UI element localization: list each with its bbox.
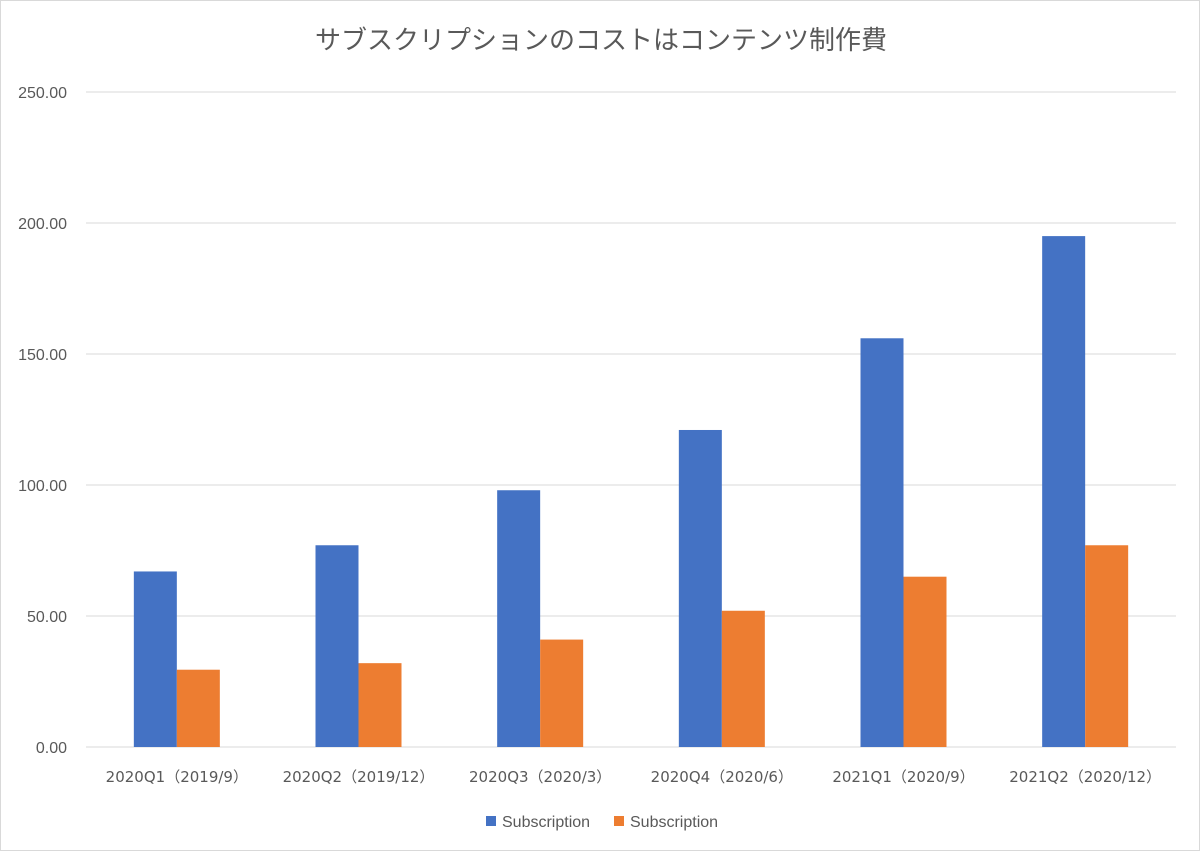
x-category-label: 2020Q4（2020/6） [651, 768, 793, 786]
bar-series1-2 [315, 545, 359, 747]
legend-swatch-series2 [614, 816, 624, 826]
legend-label-series2: Subscription [630, 814, 718, 831]
y-axis-tick-labels: 0.00 50.00 100.00 150.00 200.00 250.00 [18, 85, 67, 757]
x-category-label: 2020Q1（2019/9） [106, 768, 248, 786]
bar-series2-1 [176, 669, 220, 747]
bar-series2-2 [358, 663, 402, 747]
chart-title: サブスクリプションのコストはコンテンツ制作費 [315, 26, 887, 56]
bar-series1-4 [678, 429, 722, 747]
y-tick-label: 250.00 [18, 85, 67, 102]
y-tick-label: 100.00 [18, 478, 67, 495]
bar-series1-5 [860, 338, 904, 747]
bar-series1-3 [497, 490, 541, 747]
y-tick-label: 200.00 [18, 216, 67, 233]
x-axis-category-labels: 2020Q1（2019/9） 2020Q2（2019/12） 2020Q3（2020… [106, 768, 1161, 786]
bar-series2-4 [721, 610, 765, 747]
legend-swatch-series1 [486, 816, 496, 826]
y-tick-label: 0.00 [36, 740, 67, 757]
bar-series2-6 [1085, 545, 1129, 747]
y-tick-label: 150.00 [18, 347, 67, 364]
x-category-label: 2021Q1（2020/9） [832, 768, 974, 786]
bar-series1-6 [1042, 236, 1086, 747]
x-category-label: 2020Q3（2020/3） [469, 768, 611, 786]
bar-series1-1 [133, 571, 177, 747]
legend: Subscription Subscription [486, 814, 718, 831]
y-tick-label: 50.00 [27, 609, 67, 626]
x-category-label: 2020Q2（2019/12） [283, 768, 435, 786]
gridlines [86, 91, 1176, 748]
x-category-label: 2021Q2（2020/12） [1009, 768, 1161, 786]
bars [133, 236, 1129, 747]
bar-series2-5 [903, 576, 947, 747]
bar-series2-3 [540, 639, 584, 747]
legend-label-series1: Subscription [502, 814, 590, 831]
